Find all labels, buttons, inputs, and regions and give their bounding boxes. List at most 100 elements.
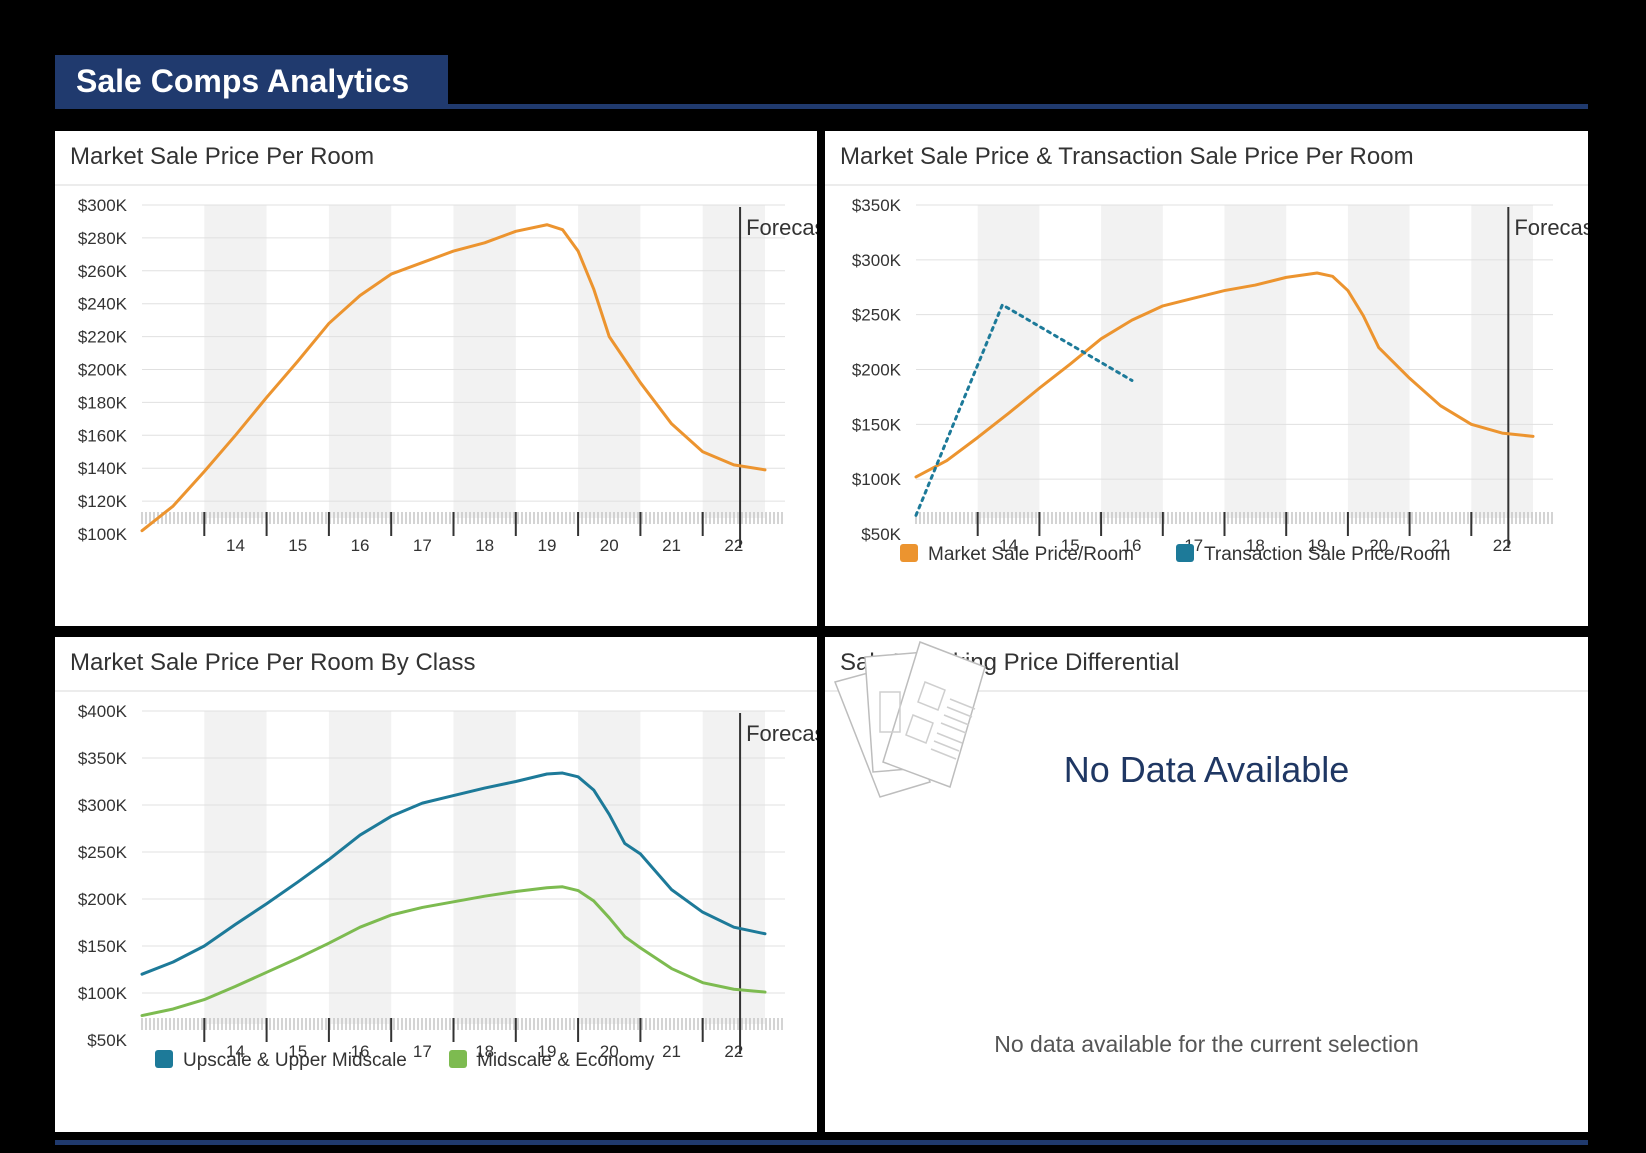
x-tick-label: 15 [1061, 536, 1080, 555]
legend-swatch [449, 1050, 467, 1068]
series-group [914, 271, 1535, 517]
year-band [702, 205, 765, 518]
x-tick-label: 19 [537, 1042, 556, 1061]
divider [55, 690, 817, 692]
year-band [977, 205, 1040, 518]
x-tick-label: 15 [288, 536, 307, 555]
x-tick-label: 16 [351, 536, 370, 555]
year-band [453, 205, 516, 518]
series-group [140, 223, 767, 533]
year-band [702, 711, 765, 1024]
no-data-title: No Data Available [1063, 749, 1350, 790]
year-band [1224, 205, 1287, 518]
y-tick-label: $350K [852, 196, 902, 215]
x-tick-label: 18 [475, 536, 494, 555]
x-tick-label: 16 [1122, 536, 1141, 555]
x-tick-label: 21 [662, 536, 681, 555]
legend-swatch [155, 1050, 173, 1068]
y-tick-label: $150K [78, 937, 128, 956]
y-tick-label: $200K [852, 361, 902, 380]
y-tick-label: $200K [78, 890, 128, 909]
y-tick-label: $180K [78, 393, 128, 412]
y-tick-label: $250K [852, 306, 902, 325]
x-tick-label: 22 [724, 1042, 743, 1061]
x-tick-label: 20 [600, 536, 619, 555]
y-tick-label: $300K [852, 251, 902, 270]
x-tick-label: 20 [600, 1042, 619, 1061]
panel-title: Market Sale Price Per Room By Class [70, 649, 476, 676]
chart-price-by-class: $50K $100K $150K $200K $250K $300K $350K $400K 1… [78, 702, 817, 1071]
year-bands [142, 204, 785, 518]
divider [825, 690, 1588, 692]
y-tick-label: $350K [78, 749, 128, 768]
footer-rule [55, 1140, 1588, 1145]
page-title: Sale Comps Analytics [55, 55, 448, 107]
panel-market-vs-transaction: Market Sale Price & Transaction Sale Pri… [825, 131, 1588, 626]
x-tick-label: 14 [226, 536, 245, 555]
divider [825, 184, 1588, 186]
legend-label: Transaction Sale Price/Room [1204, 544, 1450, 565]
y-tick-label: $50K [87, 1031, 127, 1050]
y-axis: $50K $100K $150K $200K $250K $300K $350K [852, 196, 902, 544]
y-tick-label: $260K [78, 262, 128, 281]
year-band [328, 205, 392, 518]
year-band [204, 205, 267, 518]
x-tick-label: 20 [1369, 536, 1388, 555]
y-tick-label: $160K [78, 426, 128, 445]
x-tick-label: 14 [226, 1042, 245, 1061]
year-band [453, 711, 516, 1024]
y-tick-label: $300K [78, 796, 128, 815]
y-tick-label: $250K [78, 843, 128, 862]
header-rule [55, 104, 1588, 109]
panel-sale-to-asking: Sale To Asking Price Differential No Dat… [825, 637, 1588, 1132]
x-tick-label: 19 [1308, 536, 1327, 555]
documents-icon [833, 641, 986, 798]
y-tick-label: $140K [78, 459, 128, 478]
y-tick-label: $120K [78, 492, 128, 511]
x-tick-label: 18 [1246, 536, 1265, 555]
y-tick-label: $400K [78, 702, 128, 721]
x-tick-label: 22 [724, 536, 743, 555]
y-tick-label: $150K [852, 415, 902, 434]
x-tick-label: 21 [662, 1042, 681, 1061]
y-axis: $50K $100K $150K $200K $250K $300K $350K $400K [78, 702, 128, 1050]
y-tick-label: $280K [78, 229, 128, 248]
y-tick-label: $100K [78, 525, 128, 544]
year-band [1471, 205, 1533, 518]
x-tick-label: 17 [413, 536, 432, 555]
year-band [578, 711, 641, 1024]
y-tick-label: $200K [78, 361, 128, 380]
forecast-label: Forecast [746, 215, 817, 240]
year-band [578, 205, 641, 518]
x-tick-label: 15 [288, 1042, 307, 1061]
panel-title: Market Sale Price Per Room [70, 143, 375, 170]
year-bands [916, 204, 1553, 518]
x-tick-label: 21 [1431, 536, 1450, 555]
forecast-label: Forecast [1514, 215, 1588, 240]
legend-label: Upscale & Upper Midscale [183, 1050, 407, 1071]
panel-price-by-class: Market Sale Price Per Room By Class $50K… [55, 637, 817, 1132]
x-axis: 14 15 16 17 18 19 20 21 22 [141, 1018, 783, 1061]
y-tick-label: $100K [78, 984, 128, 1003]
y-tick-label: $240K [78, 295, 128, 314]
legend-label: Midscale & Economy [477, 1050, 655, 1071]
series-line [140, 885, 767, 1018]
legend: Market Sale Price/Room Transaction Sale P… [900, 544, 1450, 565]
x-tick-label: 18 [475, 1042, 494, 1061]
x-tick-label: 16 [351, 1042, 370, 1061]
year-band [204, 711, 267, 1024]
year-band [328, 711, 392, 1024]
series-line [140, 771, 767, 976]
chart-market-vs-transaction: $50K $100K $150K $200K $250K $300K $350K 14 15 16… [852, 196, 1588, 565]
x-axis: 14 15 16 17 18 19 20 21 22 [141, 512, 783, 555]
x-tick-label: 17 [413, 1042, 432, 1061]
legend-label: Market Sale Price/Room [928, 544, 1134, 565]
divider [55, 184, 817, 186]
no-data-text: No data available for the current select… [994, 1031, 1419, 1057]
year-bands [142, 710, 785, 1024]
year-band [1101, 205, 1163, 518]
y-tick-label: $100K [852, 470, 902, 489]
panel-market-sale-price: Market Sale Price Per Room $100K $120K $14… [55, 131, 817, 626]
x-tick-label: 22 [1493, 536, 1512, 555]
y-tick-label: $50K [861, 525, 901, 544]
